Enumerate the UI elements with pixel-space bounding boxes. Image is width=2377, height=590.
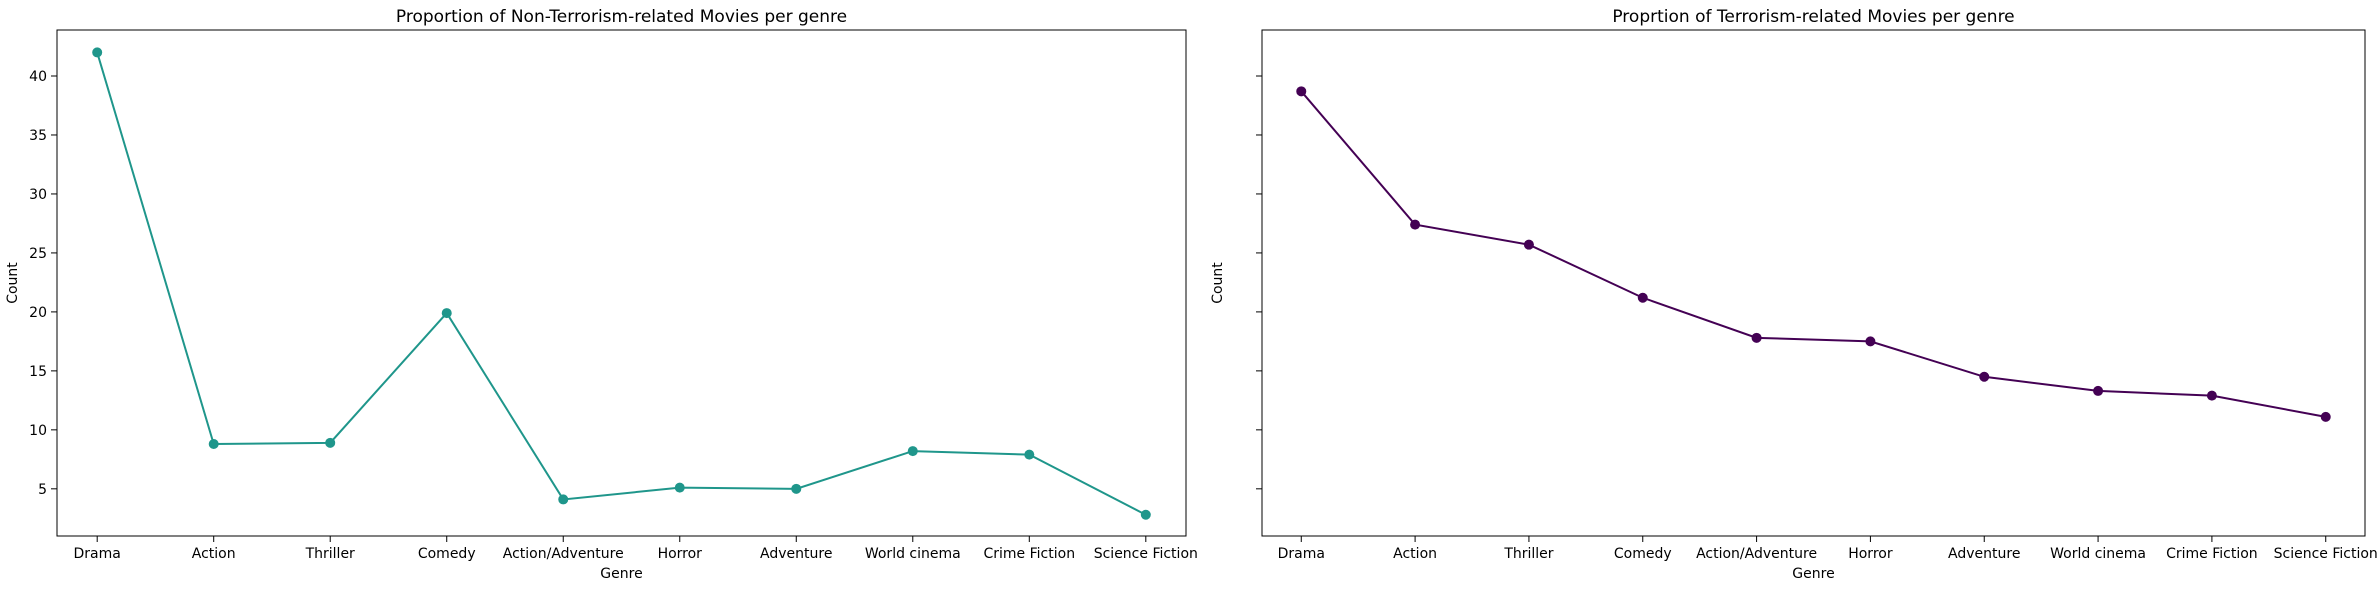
left-chart-xtick-label: World cinema bbox=[865, 546, 961, 562]
right-chart-series-line bbox=[1300, 90, 2326, 418]
right-chart-xtick-label: Crime Fiction bbox=[2166, 546, 2258, 562]
left-chart-data-point bbox=[1024, 449, 1035, 460]
left-chart-xtick-label: Crime Fiction bbox=[984, 546, 1076, 562]
left-chart-ytick-label: 30 bbox=[29, 187, 47, 203]
left-chart-xtick-label: Thriller bbox=[305, 546, 355, 562]
left-chart-data-point bbox=[907, 446, 918, 457]
left-chart-data-point bbox=[441, 308, 452, 319]
left-chart-xlabel: Genre bbox=[600, 566, 642, 582]
left-chart-ytick-label: 5 bbox=[38, 482, 47, 498]
left-chart-xtick-label: Drama bbox=[74, 546, 121, 562]
right-chart-data-point bbox=[1979, 371, 1990, 382]
left-chart-data-point bbox=[791, 483, 802, 494]
right-chart-data-point bbox=[1523, 239, 1534, 250]
right-chart-xtick-label: Thriller bbox=[1503, 546, 1553, 562]
left-chart-xtick-label: Action/Adventure bbox=[503, 546, 624, 562]
right-chart-xtick-label: Action/Adventure bbox=[1696, 546, 1817, 562]
right-chart-title: Proprtion of Terrorism-related Movies pe… bbox=[1612, 7, 2014, 27]
right-chart-data-point bbox=[1296, 86, 1307, 97]
left-chart-panel: Proportion of Non-Terrorism-related Movi… bbox=[5, 7, 1198, 582]
left-chart-series-line bbox=[96, 52, 1147, 516]
left-chart-data-point bbox=[674, 482, 685, 493]
left-chart-ytick-label: 10 bbox=[29, 423, 47, 439]
right-chart-data-point bbox=[2320, 411, 2331, 422]
right-chart-xlabel: Genre bbox=[1792, 566, 1834, 582]
right-chart-xtick-label: Drama bbox=[1278, 546, 1325, 562]
right-chart-xtick-label: World cinema bbox=[2050, 546, 2146, 562]
right-chart-data-point bbox=[1410, 219, 1421, 230]
right-chart-data-point bbox=[2093, 385, 2104, 396]
right-chart-data-point bbox=[1865, 336, 1876, 347]
left-chart-data-point bbox=[1140, 509, 1151, 520]
right-chart-panel: Proprtion of Terrorism-related Movies pe… bbox=[1210, 7, 2377, 582]
left-chart-title: Proportion of Non-Terrorism-related Movi… bbox=[396, 7, 847, 27]
left-chart-xtick-label: Adventure bbox=[760, 546, 832, 562]
right-chart-xtick-label: Science Fiction bbox=[2274, 546, 2377, 562]
left-chart-xtick-label: Action bbox=[192, 546, 236, 562]
left-chart-data-point bbox=[92, 47, 103, 58]
left-chart-ytick-label: 40 bbox=[29, 69, 47, 85]
left-chart-ytick-label: 20 bbox=[29, 305, 47, 321]
left-chart-ytick-label: 15 bbox=[29, 364, 47, 380]
left-chart-xtick-label: Comedy bbox=[418, 546, 476, 562]
right-chart-axes-frame bbox=[1261, 29, 2366, 537]
right-chart-xtick-label: Comedy bbox=[1614, 546, 1672, 562]
right-chart-xtick-label: Action bbox=[1393, 546, 1437, 562]
left-chart-xtick-label: Horror bbox=[658, 546, 703, 562]
left-chart-ytick-label: 25 bbox=[29, 246, 47, 262]
left-chart-data-point bbox=[325, 437, 336, 448]
left-chart-axes-frame bbox=[56, 29, 1187, 537]
right-chart-xtick-label: Horror bbox=[1848, 546, 1893, 562]
right-chart-ylabel: Count bbox=[1210, 262, 1226, 304]
left-chart-data-point bbox=[208, 439, 219, 449]
left-chart-data-point bbox=[558, 494, 569, 505]
right-chart-data-point bbox=[1637, 292, 1648, 303]
right-chart-xtick-label: Adventure bbox=[1948, 546, 2020, 562]
right-chart-data-point bbox=[2206, 390, 2217, 401]
left-chart-ylabel: Count bbox=[5, 262, 21, 304]
right-chart-data-point bbox=[1751, 332, 1762, 343]
left-chart-ytick-label: 35 bbox=[29, 128, 47, 144]
left-chart-xtick-label: Science Fiction bbox=[1094, 546, 1198, 562]
